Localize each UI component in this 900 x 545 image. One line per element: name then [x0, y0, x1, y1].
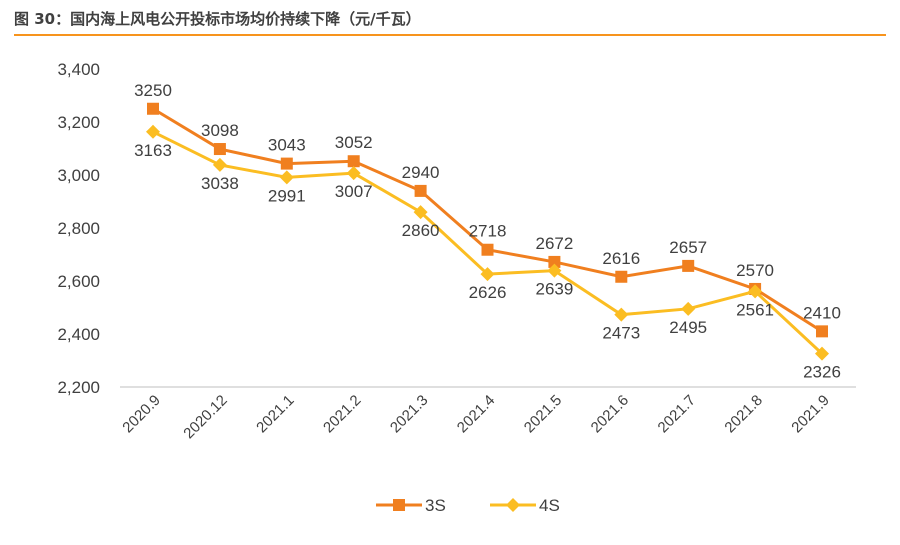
chart-title: 图 30：国内海上风电公开投标市场均价持续下降（元/千瓦） [14, 10, 421, 28]
legend-marker-4S [506, 498, 520, 512]
data-label-4S: 2991 [268, 186, 306, 205]
data-label-3S: 2570 [736, 261, 774, 280]
marker-4S [480, 267, 495, 282]
data-label-3S: 2616 [602, 249, 640, 268]
data-label-4S: 3163 [134, 141, 172, 160]
data-label-3S: 3098 [201, 121, 239, 140]
marker-3S [481, 243, 494, 256]
data-label-3S: 2718 [469, 222, 507, 241]
x-tick-label: 2021.8 [721, 392, 765, 436]
data-label-3S: 3052 [335, 133, 373, 152]
data-label-4S: 2326 [803, 363, 841, 382]
x-tick-label: 2021.2 [320, 392, 364, 436]
x-tick-label: 2021.5 [521, 392, 565, 436]
marker-3S [682, 259, 695, 272]
marker-3S [548, 255, 561, 268]
data-label-4S: 3038 [201, 174, 239, 193]
legend-label-3S: 3S [425, 496, 446, 515]
data-label-4S: 2626 [469, 283, 507, 302]
x-tick-label: 2021.4 [454, 392, 498, 436]
marker-3S [414, 184, 427, 197]
title-divider [14, 34, 886, 36]
data-label-4S: 2561 [736, 300, 774, 319]
y-tick-label: 2,800 [57, 219, 100, 238]
data-label-4S: 2860 [402, 221, 440, 240]
marker-3S [816, 325, 828, 338]
marker-3S [213, 143, 226, 156]
marker-4S [212, 157, 227, 172]
marker-4S [614, 307, 629, 322]
y-tick-label: 3,000 [57, 166, 100, 185]
data-label-3S: 3043 [268, 136, 306, 155]
data-label-3S: 2672 [535, 234, 573, 253]
marker-4S [346, 166, 361, 181]
data-label-4S: 2495 [669, 318, 707, 337]
data-label-3S: 2657 [669, 238, 707, 257]
marker-3S [347, 155, 360, 168]
data-label-3S: 2940 [402, 163, 440, 182]
series-line-4S [152, 130, 824, 355]
marker-4S [413, 205, 428, 220]
marker-4S [681, 301, 696, 316]
y-tick-label: 2,400 [57, 325, 100, 344]
x-tick-label: 2020.12 [180, 392, 230, 442]
data-label-4S: 3007 [335, 182, 373, 201]
x-tick-label: 2021.7 [655, 392, 699, 436]
data-label-4S: 2473 [602, 324, 640, 343]
marker-3S [615, 270, 628, 283]
marker-4S [815, 346, 829, 361]
marker-4S [279, 170, 294, 185]
y-tick-label: 2,600 [57, 272, 100, 291]
data-label-4S: 2639 [535, 280, 573, 299]
x-tick-label: 2021.9 [788, 392, 832, 436]
x-tick-label: 2021.3 [387, 392, 431, 436]
marker-4S [547, 263, 562, 278]
x-tick-label: 2020.9 [119, 392, 163, 436]
marker-3S [280, 157, 293, 170]
y-tick-label: 3,400 [57, 60, 100, 79]
data-label-3S: 2410 [803, 303, 841, 322]
marker-4S [748, 284, 763, 299]
marker-3S [147, 102, 159, 115]
y-tick-label: 3,200 [57, 113, 100, 132]
y-tick-label: 2,200 [57, 378, 100, 397]
data-label-3S: 3250 [134, 81, 172, 100]
marker-4S [146, 124, 160, 139]
x-tick-label: 2021.1 [253, 392, 297, 436]
legend-label-4S: 4S [539, 496, 560, 515]
x-tick-label: 2021.6 [588, 392, 632, 436]
legend-marker-3S [393, 499, 405, 511]
